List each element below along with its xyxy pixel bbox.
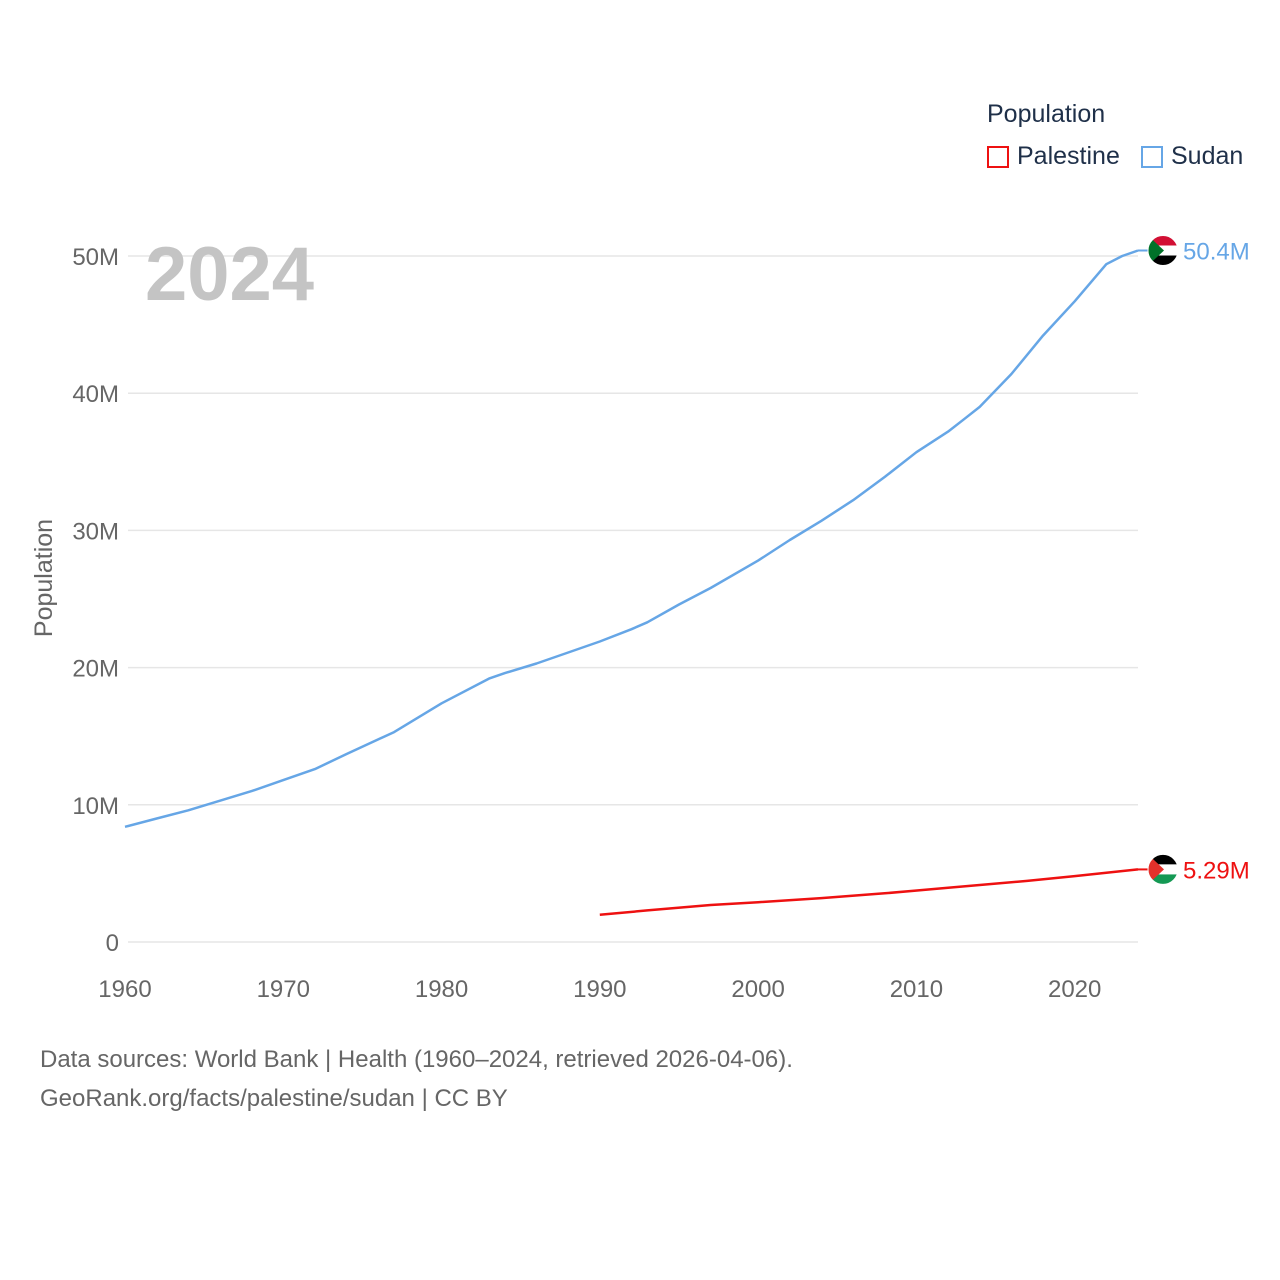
source-line-1: Data sources: World Bank | Health (1960–… xyxy=(40,1046,793,1073)
end-label-sudan: 50.4M xyxy=(1183,239,1250,266)
legend-item-palestine[interactable]: Palestine xyxy=(987,142,1120,171)
y-tick-label: 30M xyxy=(72,518,119,545)
y-axis-label: Population xyxy=(30,519,58,637)
y-tick-label: 10M xyxy=(72,793,119,820)
y-tick-label: 50M xyxy=(72,244,119,271)
series-line-palestine[interactable] xyxy=(599,868,1139,917)
year-overlay: 2024 xyxy=(145,232,314,317)
series-lines xyxy=(124,249,1139,917)
legend-label-sudan: Sudan xyxy=(1171,142,1244,170)
x-tick-label: 1990 xyxy=(573,976,626,1003)
x-tick-label: 1960 xyxy=(98,976,151,1003)
legend-title: Population xyxy=(987,100,1106,128)
source-line-2[interactable]: GeoRank.org/facts/palestine/sudan | CC B… xyxy=(40,1085,508,1112)
x-tick-label: 2020 xyxy=(1048,976,1101,1003)
x-tick-label: 1980 xyxy=(415,976,468,1003)
x-tick-label: 2000 xyxy=(731,976,784,1003)
legend-item-sudan[interactable]: Sudan xyxy=(1141,142,1243,171)
x-tick-label: 2010 xyxy=(890,976,943,1003)
palestine-flag-icon xyxy=(1147,853,1179,885)
sudan-flag-icon xyxy=(1147,235,1179,267)
end-label-palestine: 5.29M xyxy=(1183,857,1250,884)
end-markers: 50.4M 5.29M xyxy=(1138,235,1250,885)
x-tick-label: 1970 xyxy=(257,976,310,1003)
series-line-sudan[interactable] xyxy=(124,249,1139,829)
grid-lines xyxy=(128,255,1138,943)
legend-swatch-sudan xyxy=(1141,145,1163,168)
y-tick-label: 20M xyxy=(72,656,119,683)
y-tick-labels: 0 10M 20M 30M 40M 50M xyxy=(72,244,119,957)
y-tick-label: 40M xyxy=(72,381,119,408)
x-tick-labels: 1960 1970 1980 1990 2000 2010 2020 xyxy=(98,976,1101,1003)
legend-label-palestine: Palestine xyxy=(1017,142,1120,170)
y-tick-label: 0 xyxy=(106,930,119,957)
legend-swatch-palestine xyxy=(987,145,1009,168)
